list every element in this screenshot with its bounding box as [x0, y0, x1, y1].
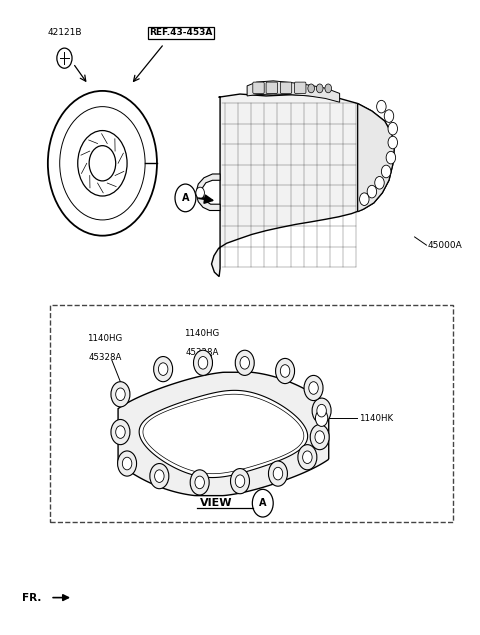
FancyBboxPatch shape — [266, 82, 277, 93]
Circle shape — [198, 356, 208, 369]
Circle shape — [230, 469, 250, 494]
Circle shape — [325, 84, 332, 93]
Circle shape — [193, 351, 213, 375]
Circle shape — [111, 382, 130, 407]
Circle shape — [312, 398, 331, 424]
Circle shape — [315, 431, 324, 443]
Circle shape — [298, 444, 317, 470]
Circle shape — [122, 457, 132, 470]
Circle shape — [317, 404, 326, 417]
Circle shape — [310, 425, 329, 450]
Circle shape — [111, 420, 130, 444]
Polygon shape — [139, 391, 308, 478]
Circle shape — [150, 464, 169, 489]
Circle shape — [196, 187, 204, 199]
Text: VIEW: VIEW — [200, 498, 232, 508]
Polygon shape — [196, 174, 220, 210]
Circle shape — [360, 193, 369, 206]
Circle shape — [276, 358, 295, 384]
Circle shape — [384, 110, 394, 123]
Text: 1140HG: 1140HG — [184, 329, 220, 338]
Text: REF.43-453A: REF.43-453A — [149, 29, 212, 37]
Circle shape — [235, 475, 245, 488]
Text: A: A — [182, 193, 189, 203]
Circle shape — [315, 410, 328, 426]
FancyBboxPatch shape — [295, 82, 306, 93]
Circle shape — [155, 470, 164, 483]
Circle shape — [388, 123, 397, 135]
Circle shape — [302, 451, 312, 464]
Text: 45328A: 45328A — [88, 354, 121, 363]
Circle shape — [367, 185, 377, 198]
Polygon shape — [212, 94, 394, 277]
Circle shape — [268, 461, 288, 486]
Circle shape — [309, 382, 318, 394]
Polygon shape — [118, 372, 329, 496]
Text: A: A — [259, 498, 266, 508]
Circle shape — [316, 84, 323, 93]
Polygon shape — [247, 81, 340, 102]
FancyBboxPatch shape — [50, 305, 454, 522]
Circle shape — [118, 451, 137, 476]
Circle shape — [190, 470, 209, 495]
Circle shape — [304, 375, 323, 401]
Circle shape — [116, 388, 125, 401]
FancyBboxPatch shape — [280, 82, 292, 93]
Circle shape — [195, 476, 204, 489]
Circle shape — [280, 364, 290, 377]
Text: 45000A: 45000A — [427, 241, 462, 250]
Text: 45328A: 45328A — [185, 349, 219, 358]
Circle shape — [235, 351, 254, 375]
Text: FR.: FR. — [22, 592, 41, 603]
Circle shape — [388, 137, 397, 149]
Polygon shape — [358, 104, 394, 211]
FancyBboxPatch shape — [253, 82, 264, 93]
Circle shape — [308, 84, 314, 93]
Circle shape — [386, 151, 396, 164]
Text: 42121B: 42121B — [47, 29, 82, 37]
Circle shape — [375, 177, 384, 189]
Circle shape — [116, 425, 125, 438]
Text: 1140HG: 1140HG — [87, 333, 122, 343]
Circle shape — [154, 356, 173, 382]
Circle shape — [377, 100, 386, 113]
Circle shape — [240, 356, 250, 369]
Circle shape — [273, 467, 283, 480]
Circle shape — [382, 165, 391, 178]
Text: 1140HK: 1140HK — [359, 414, 393, 423]
Circle shape — [158, 363, 168, 375]
